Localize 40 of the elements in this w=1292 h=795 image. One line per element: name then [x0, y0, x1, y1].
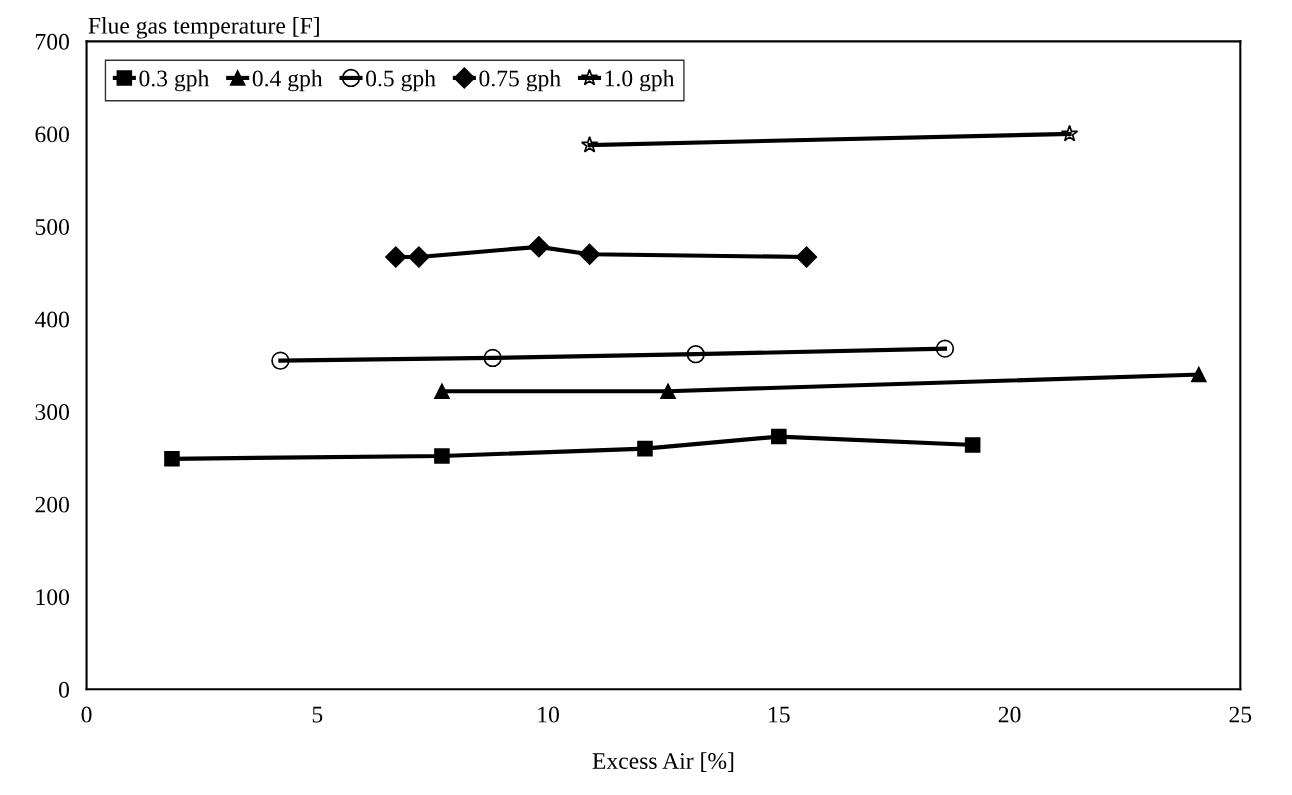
y-tick-label: 500: [35, 218, 69, 235]
y-tick-label: 600: [35, 126, 69, 143]
point: [271, 351, 290, 370]
point: [964, 437, 981, 453]
x-tick-label: 10: [538, 706, 559, 723]
point: [771, 428, 787, 445]
point: [578, 243, 601, 265]
legend-label: 0.4 gph: [252, 69, 323, 92]
y-tick-label: 200: [35, 496, 69, 513]
x-tick-label: 15: [769, 706, 790, 723]
point: [434, 448, 450, 464]
x-axis-title: Excess Air [%]: [592, 752, 734, 772]
point: [1060, 124, 1079, 142]
legend-label: 0.5 gph: [366, 69, 436, 92]
point: [686, 345, 705, 364]
point: [580, 135, 599, 153]
y-tick-label: 300: [35, 404, 69, 421]
legend-label: 0.75 gph: [479, 69, 561, 92]
legend-label: 1.0 gph: [605, 69, 675, 92]
point: [408, 246, 430, 268]
x-tick-label: 25: [1229, 706, 1252, 723]
x-tick-label: 0: [81, 706, 92, 723]
point: [935, 339, 955, 358]
point: [483, 348, 502, 368]
y-tick-label: 700: [36, 33, 69, 50]
point: [385, 246, 407, 268]
point: [164, 451, 180, 467]
point: [434, 383, 450, 399]
x-tick-label: 5: [312, 706, 323, 723]
point: [795, 246, 818, 268]
y-tick-label: 400: [34, 311, 69, 328]
legend-label: 0.3 gph: [139, 69, 210, 92]
point: [1191, 366, 1207, 383]
x-tick-label: 20: [998, 706, 1021, 723]
y-axis-title: Flue gas temperature [F]: [88, 17, 319, 39]
point: [660, 383, 676, 399]
point: [528, 236, 550, 258]
y-tick-label: 0: [58, 681, 69, 698]
y-tick-label: 100: [36, 589, 69, 606]
point: [637, 440, 653, 457]
